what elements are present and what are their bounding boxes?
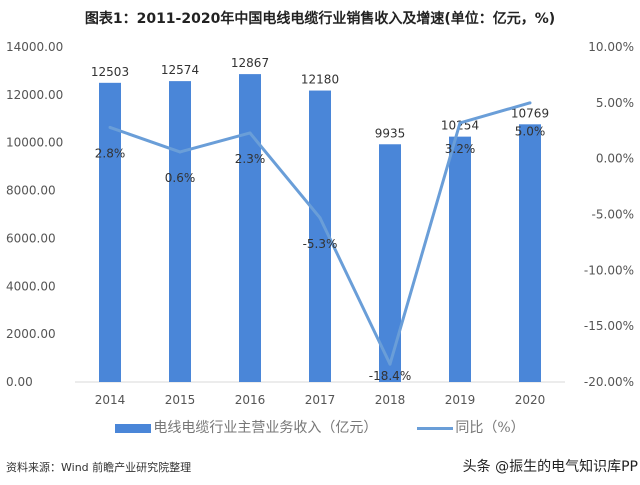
bar-2016 [239, 74, 261, 382]
x-axis-tick: 2019 [445, 393, 476, 407]
left-axis-tick: 10000.00 [6, 136, 63, 150]
bar-label-2017: 12180 [301, 73, 339, 87]
watermark: 头条 @振生的电气知识库PP [462, 459, 638, 475]
left-axis-tick: 6000.00 [6, 231, 56, 245]
growth-label-2015: 0.6% [165, 171, 196, 185]
growth-label-2017: -5.3% [303, 237, 338, 251]
growth-point-2020 [528, 101, 532, 105]
legend-swatch-line [417, 426, 454, 430]
right-axis-tick: 5.00% [596, 96, 634, 110]
x-axis-tick: 2020 [515, 393, 546, 407]
bar-2017 [309, 90, 331, 383]
bar-label-2016: 12867 [231, 56, 269, 70]
right-axis-tick: -20.00% [584, 375, 634, 389]
x-axis-tick: 2015 [165, 393, 196, 407]
x-axis-tick: 2016 [235, 393, 266, 407]
right-axis-tick: -5.00% [592, 208, 634, 222]
bar-2018 [379, 144, 401, 382]
growth-label-2019: 3.2% [445, 142, 476, 156]
x-axis-tick: 2014 [95, 393, 126, 407]
legend: 电线电缆行业主营业务收入（亿元） 同比（%） [0, 420, 640, 436]
left-axis-tick: 4000.00 [6, 279, 56, 293]
legend-swatch-bar [115, 423, 152, 433]
x-axis-tick: 2017 [305, 393, 336, 407]
bar-label-2020: 10769 [511, 106, 549, 120]
x-axis-tick: 2018 [375, 393, 406, 407]
right-axis-tick: 0.00% [596, 152, 634, 166]
right-axis-tick: -10.00% [584, 263, 634, 277]
bar-label-2014: 12503 [91, 65, 129, 79]
growth-point-2016 [248, 131, 252, 135]
growth-point-2017 [318, 216, 322, 220]
left-axis-tick: 8000.00 [6, 184, 56, 198]
growth-label-2014: 2.8% [95, 146, 126, 160]
growth-label-2020: 5.0% [515, 124, 546, 138]
growth-point-2015 [178, 150, 182, 154]
legend-label-revenue: 电线电缆行业主营业务收入（亿元） [153, 420, 378, 436]
bar-2019 [449, 136, 471, 382]
bar-label-2018: 9935 [375, 126, 406, 140]
growth-point-2014 [108, 125, 112, 129]
right-axis-tick: -15.00% [584, 319, 634, 333]
growth-point-2018 [388, 362, 392, 366]
chart-title: 图表1：2011-2020年中国电线电缆行业销售收入及增速(单位：亿元，%) [84, 11, 556, 27]
right-axis-tick: 10.00% [588, 40, 634, 54]
growth-label-2018: -18.4% [369, 369, 411, 383]
bar-2015 [169, 81, 191, 383]
bar-2014 [99, 82, 121, 382]
bar-2020 [519, 124, 541, 382]
legend-item-revenue: 电线电缆行业主营业务收入（亿元） [115, 420, 377, 436]
growth-point-2019 [458, 121, 462, 125]
legend-label-growth: 同比（%） [455, 420, 525, 436]
left-axis-tick: 0.00 [6, 375, 33, 389]
source-note: 资料来源：Wind 前瞻产业研究院整理 [6, 461, 192, 474]
left-axis-tick: 2000.00 [6, 327, 56, 341]
bar-label-2015: 12574 [161, 63, 199, 77]
left-axis-tick: 14000.00 [6, 40, 63, 54]
left-axis-tick: 12000.00 [6, 88, 63, 102]
legend-item-growth: 同比（%） [417, 420, 525, 436]
growth-label-2016: 2.3% [235, 152, 266, 166]
